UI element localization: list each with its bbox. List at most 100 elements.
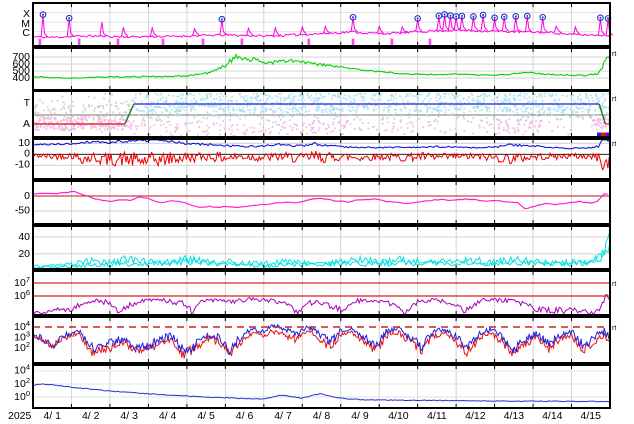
scatter-dot (134, 97, 137, 99)
scatter-dot (493, 117, 496, 119)
scatter-dot (97, 115, 100, 118)
scatter-dot (312, 126, 315, 129)
scatter-dot (197, 120, 200, 123)
scatter-dot (105, 104, 108, 106)
scatter-dot (45, 128, 48, 131)
scatter-dot (43, 126, 46, 129)
scatter-dot (57, 125, 60, 128)
scatter-dot (498, 132, 501, 135)
scatter-dot (259, 99, 262, 101)
scatter-dot (44, 125, 47, 127)
scatter-dot (410, 122, 413, 125)
scatter-dot (400, 114, 403, 117)
scatter-dot (186, 94, 189, 97)
scatter-dot (184, 122, 187, 125)
scatter-dot (186, 130, 189, 133)
scatter-dot (311, 132, 314, 134)
scatter-dot (254, 109, 257, 112)
scatter-dot (92, 116, 95, 119)
flare-marker-dot (443, 13, 446, 16)
scatter-dot (227, 99, 230, 101)
scatter-dot (139, 110, 141, 112)
scatter-dot (463, 130, 466, 132)
realtime-flag-label: rt (612, 96, 616, 103)
scatter-dot (579, 101, 582, 103)
scatter-dot (538, 110, 541, 113)
scatter-dot (152, 101, 155, 104)
scatter-dot (389, 105, 392, 108)
scatter-dot (356, 106, 358, 109)
scatter-dot (41, 116, 44, 118)
scatter-dot (209, 105, 212, 107)
scatter-dot (231, 96, 233, 99)
scatter-dot (403, 133, 406, 135)
scatter-dot (180, 107, 183, 110)
x-axis-day-label: 4/ 5 (197, 410, 215, 422)
scatter-dot (481, 120, 483, 122)
scatter-dot (184, 106, 187, 108)
scatter-dot (255, 98, 257, 100)
scatter-dot (487, 107, 490, 109)
scatter-dot (74, 119, 77, 121)
scatter-dot (303, 122, 305, 125)
scatter-dot (270, 107, 272, 110)
scatter-dot (277, 107, 279, 110)
scatter-dot (103, 118, 106, 121)
scatter-dot (106, 127, 109, 130)
scatter-dot (282, 114, 285, 117)
scatter-dot (526, 114, 529, 117)
scatter-dot (140, 100, 143, 103)
scatter-dot (127, 120, 130, 122)
scatter-dot (437, 115, 440, 118)
scatter-dot (81, 116, 84, 118)
x-axis-day-label: 4/11 (427, 410, 447, 422)
flare-spike (480, 15, 489, 32)
scatter-dot (548, 106, 551, 109)
scatter-dot (363, 107, 365, 110)
scatter-dot (562, 109, 565, 111)
scatter-dot (565, 113, 568, 116)
scatter-dot (570, 104, 573, 106)
scatter-dot (302, 129, 305, 132)
scatter-dot (63, 128, 66, 130)
scatter-dot (560, 118, 563, 120)
scatter-dot (146, 112, 148, 115)
scatter-dot (573, 109, 575, 112)
scatter-dot (68, 129, 71, 131)
scatter-dot (122, 102, 124, 105)
scatter-dot (349, 114, 352, 116)
scatter-dot (317, 120, 320, 122)
scatter-dot (126, 124, 128, 127)
scatter-dot (538, 93, 541, 95)
scatter-dot (284, 127, 287, 129)
scatter-dot (311, 128, 314, 131)
y-tick-label: 106 (14, 288, 30, 302)
scatter-dot (530, 121, 533, 124)
scatter-dot (600, 95, 603, 98)
scatter-dot (177, 113, 180, 115)
flare-marker-dot (437, 14, 440, 17)
scatter-dot (132, 120, 135, 123)
panel-border (32, 364, 611, 409)
scatter-dot (272, 121, 275, 124)
scatter-dot (208, 106, 210, 109)
flare-marker-icon (458, 12, 466, 20)
scatter-dot (456, 102, 459, 104)
scatter-dot (300, 94, 302, 97)
scatter-dot (592, 119, 594, 122)
scatter-dot (80, 127, 83, 130)
scatter-dot (427, 106, 429, 108)
scatter-dot (434, 118, 437, 121)
scatter-dot (516, 108, 519, 110)
scatter-dot (472, 132, 475, 135)
scatter-dot (262, 126, 264, 129)
scatter-dot (331, 109, 334, 112)
flare-marker-dot (526, 14, 529, 17)
scatter-dot (445, 108, 447, 111)
panel-imf-sector: TA (23, 90, 611, 138)
scatter-dot (539, 108, 542, 111)
scatter-dot (264, 103, 267, 106)
scatter-dot (35, 128, 38, 131)
scatter-dot (382, 109, 385, 112)
